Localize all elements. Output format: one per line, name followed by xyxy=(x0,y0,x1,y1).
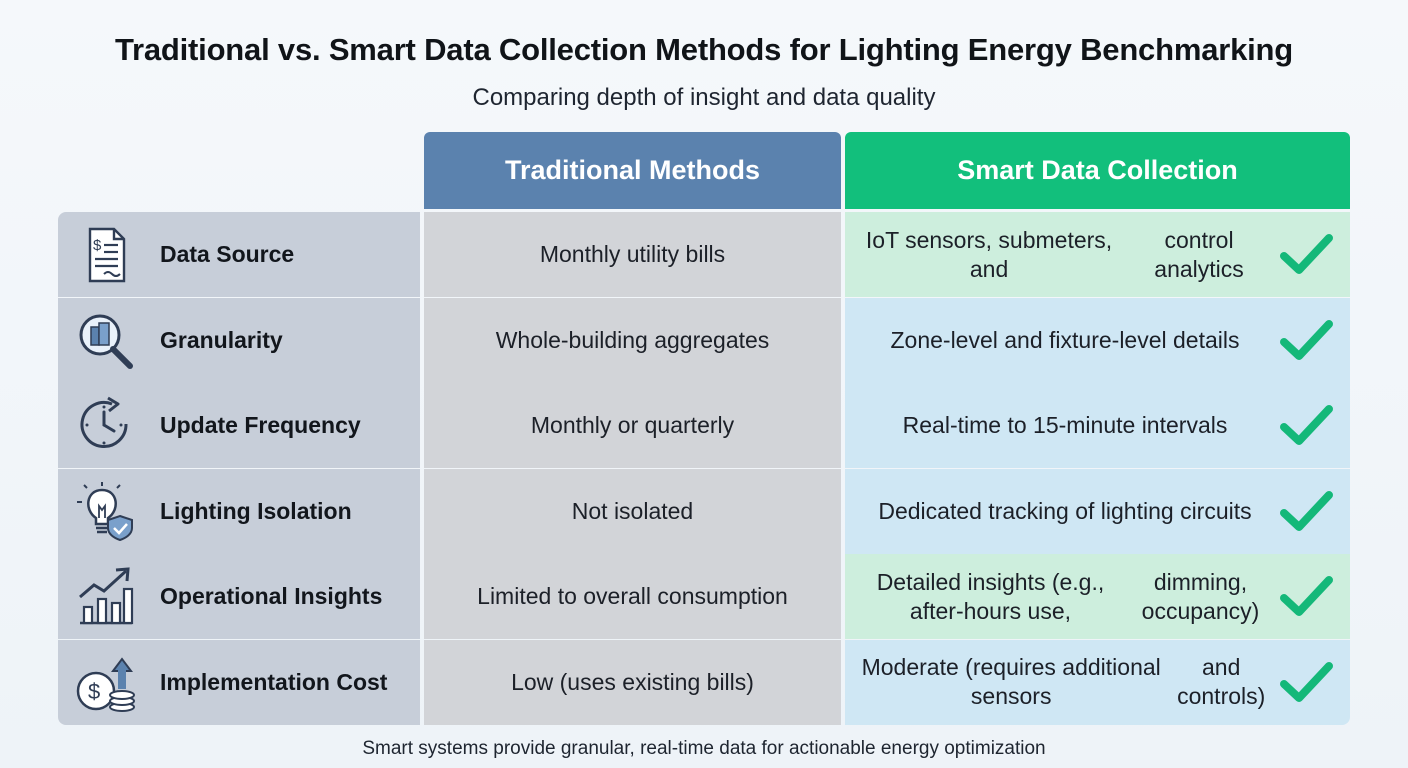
smart-value-cell: Dedicated tracking of lighting circuits xyxy=(845,468,1350,554)
smart-column-header: Smart Data Collection xyxy=(845,132,1350,209)
page-title: Traditional vs. Smart Data Collection Me… xyxy=(114,32,1294,67)
row-label-cell: Lighting Isolation xyxy=(58,468,420,554)
row-label: Granularity xyxy=(160,326,283,353)
bill-document-icon: $ xyxy=(88,227,126,283)
row-label: Data Source xyxy=(160,241,295,267)
smart-value-cell: Real-time to 15-minute intervals xyxy=(845,383,1350,468)
smart-value-line: Moderate (requires additional sensors xyxy=(861,654,1161,709)
checkmark-icon xyxy=(1280,234,1333,274)
growth-chart-icon xyxy=(79,567,134,625)
clock-refresh-icon xyxy=(80,396,128,448)
magnify-building-icon xyxy=(79,314,133,369)
smart-value: Dedicated tracking of lighting circuits xyxy=(878,497,1252,524)
table-row: $ Implementation Cost Low (uses existing… xyxy=(58,639,1350,725)
table-row: Granularity Whole-building aggregates Zo… xyxy=(58,297,1350,383)
row-label: Update Frequency xyxy=(160,412,361,438)
smart-value-text: Real-time to 15-minute intervals xyxy=(845,383,1285,468)
smart-value-line: IoT sensors, submeters, and xyxy=(865,226,1113,282)
traditional-value: Low (uses existing bills) xyxy=(424,639,841,725)
smart-value-text: Moderate (requires additional sensors and… xyxy=(845,640,1285,725)
svg-text:$: $ xyxy=(88,679,100,704)
table-row: $ Data Source Monthly utility bills IoT … xyxy=(58,212,1350,297)
row-label-cell: $ Implementation Cost xyxy=(58,639,420,725)
row-label: Implementation Cost xyxy=(160,668,388,695)
smart-value-line: and controls) xyxy=(1177,654,1266,709)
traditional-value: Monthly utility bills xyxy=(424,212,841,297)
smart-value-cell: Detailed insights (e.g., after-hours use… xyxy=(845,554,1350,639)
checkmark-icon xyxy=(1280,661,1333,702)
smart-value-text: Detailed insights (e.g., after-hours use… xyxy=(845,554,1285,639)
row-label: Lighting Isolation xyxy=(160,497,352,524)
smart-value-text: Zone-level and fixture-level details xyxy=(845,298,1285,383)
traditional-value: Monthly or quarterly xyxy=(424,383,841,468)
smart-value: Real-time to 15-minute intervals xyxy=(902,412,1228,438)
table-row: Update Frequency Monthly or quarterly Re… xyxy=(58,383,1350,468)
checkmark-icon xyxy=(1280,319,1333,360)
row-label: Operational Insights xyxy=(160,583,383,609)
checkmark-icon xyxy=(1280,490,1333,531)
traditional-value: Not isolated xyxy=(424,468,841,554)
smart-value-line: Detailed insights (e.g., after-hours use… xyxy=(876,568,1105,624)
traditional-value: Whole-building aggregates xyxy=(424,297,841,383)
smart-value: Zone-level and fixture-level details xyxy=(890,326,1240,353)
row-label-cell: Update Frequency xyxy=(58,383,420,468)
smart-value-cell: Moderate (requires additional sensors and… xyxy=(845,639,1350,725)
smart-value-cell: IoT sensors, submeters, and control analy… xyxy=(845,212,1350,297)
row-label-cell: Operational Insights xyxy=(58,554,420,639)
smart-value-text: IoT sensors, submeters, and control analy… xyxy=(845,212,1285,297)
traditional-column-header: Traditional Methods xyxy=(424,132,841,209)
smart-value-line: control analytics xyxy=(1154,226,1244,282)
smart-value-line: dimming, occupancy) xyxy=(1141,568,1260,624)
smart-value-cell: Zone-level and fixture-level details xyxy=(845,297,1350,383)
row-label-cell: $ Data Source xyxy=(58,212,420,297)
lightbulb-shield-icon xyxy=(77,481,133,541)
table-row: Operational Insights Limited to overall … xyxy=(58,554,1350,639)
dollar-coins-icon: $ xyxy=(76,656,135,712)
traditional-value: Limited to overall consumption xyxy=(424,554,841,639)
footer-note: Smart systems provide granular, real-tim… xyxy=(362,738,1046,759)
page-subtitle: Comparing depth of insight and data qual… xyxy=(472,84,936,111)
table-row: Lighting Isolation Not isolated Dedicate… xyxy=(58,468,1350,554)
smart-value-text: Dedicated tracking of lighting circuits xyxy=(845,469,1285,554)
row-label-cell: Granularity xyxy=(58,297,420,383)
checkmark-icon xyxy=(1280,576,1333,616)
checkmark-icon xyxy=(1280,405,1333,445)
svg-text:$: $ xyxy=(93,237,102,254)
